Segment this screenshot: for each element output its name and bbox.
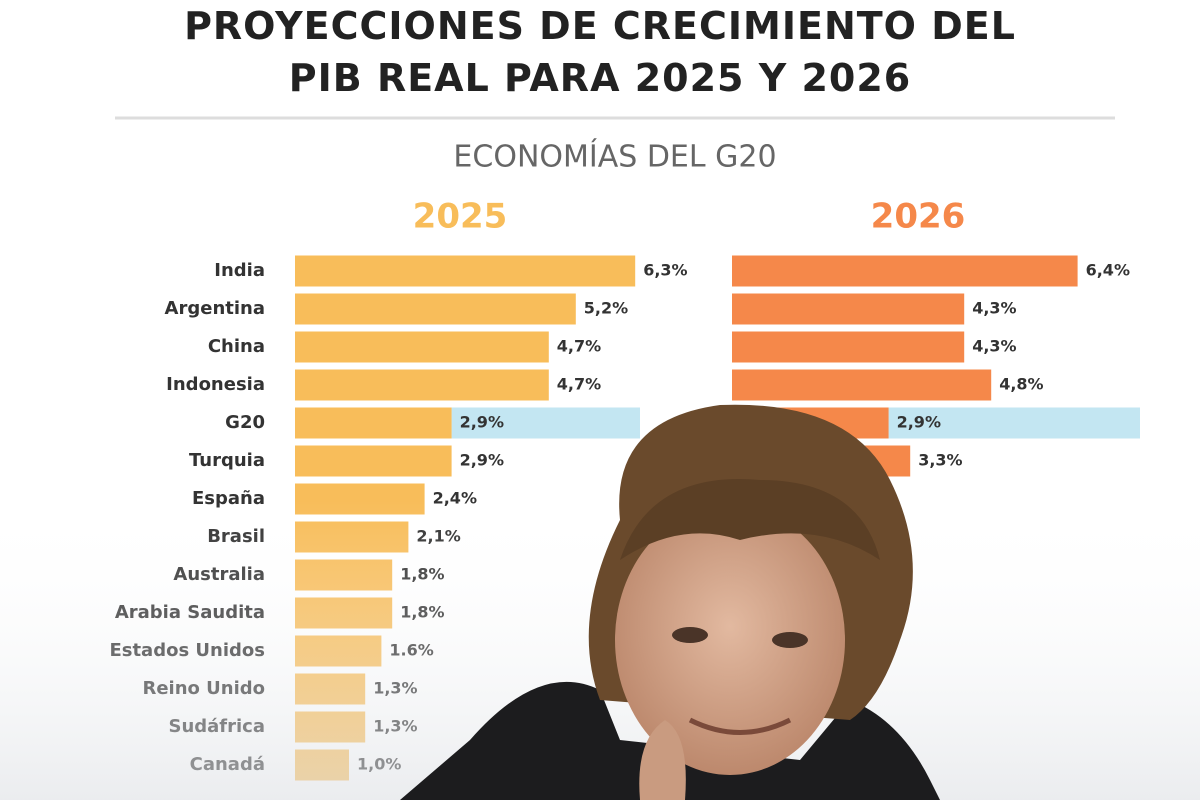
bar [732,293,965,325]
bar [295,407,452,439]
category-label: Indonesia [166,374,265,395]
category-label: India [214,260,265,281]
bar [732,331,965,363]
value-label: 2,9% [460,413,504,432]
value-label: 4,7% [557,337,601,356]
bar [295,369,549,401]
bar [732,255,1078,287]
bar [295,255,636,287]
category-label: Argentina [165,298,265,319]
value-label: 6,3% [643,261,687,280]
highlight-band [888,407,1140,439]
bar [295,293,576,325]
value-label: 4,7% [557,375,601,394]
bar [295,331,549,363]
category-label: China [208,336,265,357]
value-label: 2,9% [460,451,504,470]
value-label: 2,9% [897,413,941,432]
person-photo [400,404,940,800]
value-label: 3,3% [918,451,962,470]
value-label: 4,3% [972,299,1016,318]
category-label: G20 [225,412,265,433]
value-label: 4,3% [972,337,1016,356]
value-label: 5,2% [584,299,628,318]
value-label: 6,4% [1086,261,1130,280]
bar [732,369,992,401]
series-header: 2025 [413,197,508,237]
chart-title: PROYECCIONES DE CRECIMIENTO DEL PIB REAL… [184,4,1016,100]
subtitle: ECONOMÍAS DEL G20 [453,139,776,175]
highlight-band [451,407,640,439]
value-label: 4,8% [999,375,1043,394]
bar [295,445,452,477]
category-label: Turquia [189,450,265,471]
series-header: 2026 [871,197,966,237]
